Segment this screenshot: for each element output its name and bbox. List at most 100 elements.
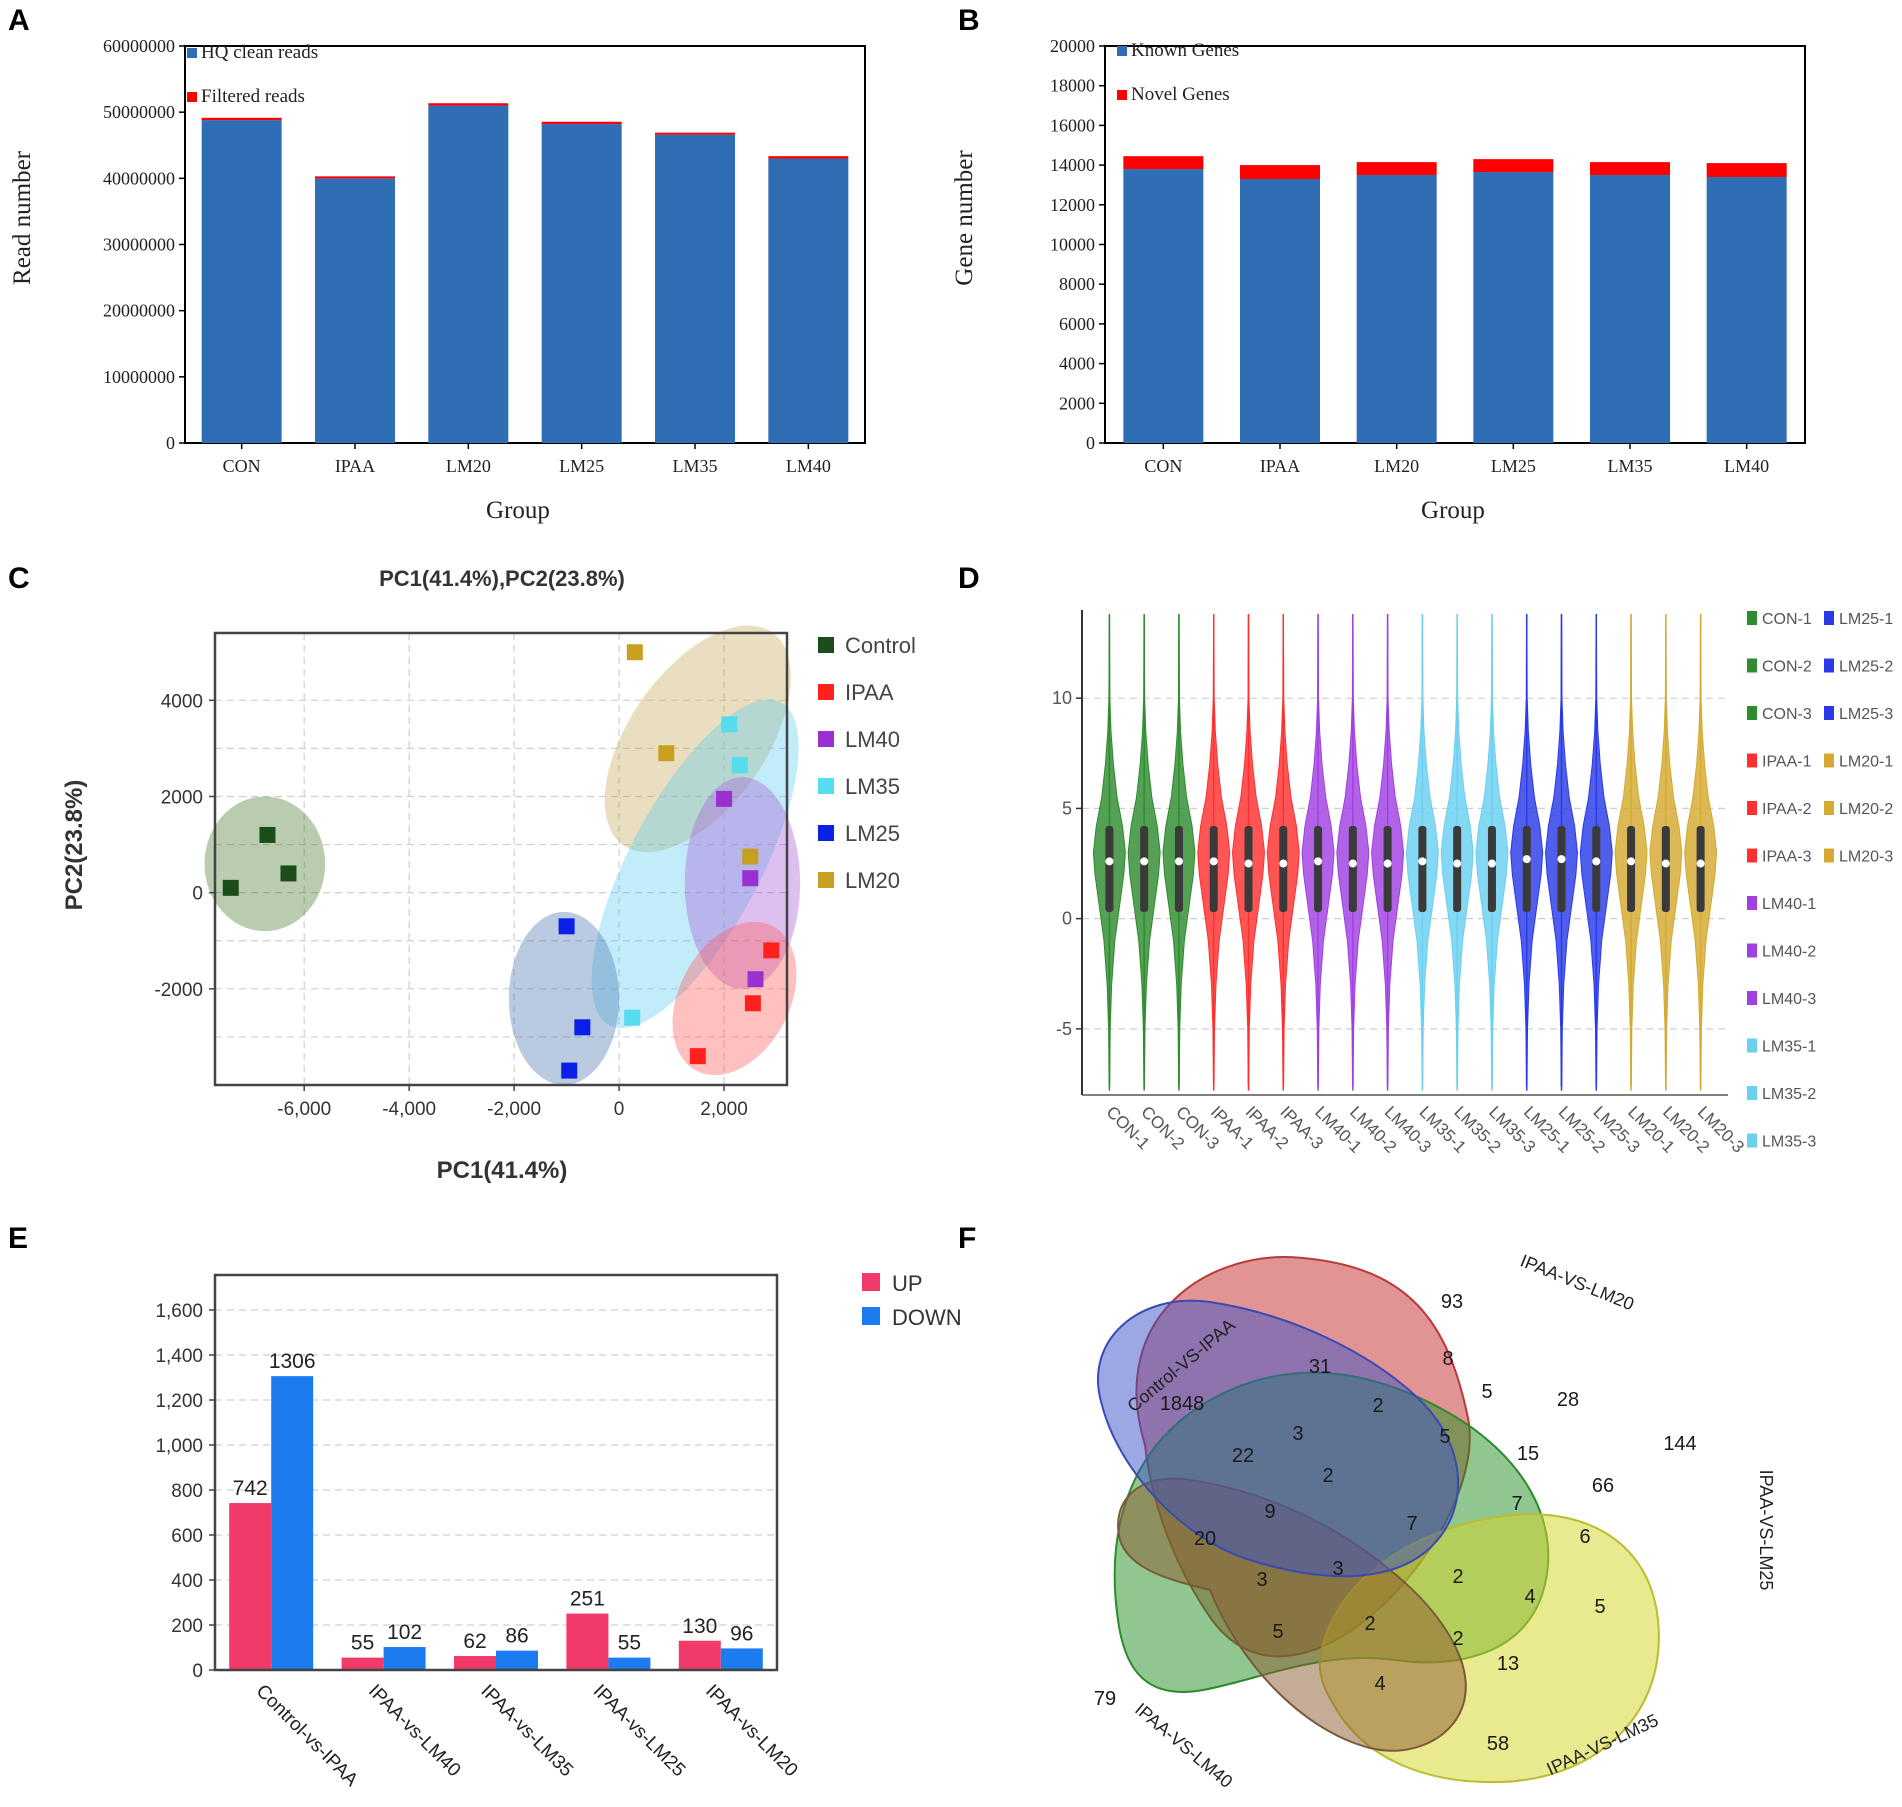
violin-box-ipaa-2 [1244,826,1253,913]
point-lm35 [624,1009,641,1026]
legend-b-novel-swatch [1117,90,1127,100]
violin-median-ipaa-2 [1244,859,1253,868]
legend-e-up-label: UP [892,1271,923,1296]
legend-swatch [1747,753,1757,768]
bar-ipaa-filtered-reads [315,176,395,179]
bar-lm20-novel-genes [1356,162,1437,176]
ellipse-lm25 [508,911,620,1085]
chart-e-bars: 742 1306 Control-vs-IPAA 55 102 IPAA-vs-LM40 6… [229,1350,802,1791]
point-lm25 [558,918,575,935]
venn-count: 6 [1579,1526,1590,1548]
data-label: 102 [387,1621,422,1644]
legend-b-known-label: Known Genes [1131,40,1239,61]
venn-count: 2 [1372,1395,1383,1417]
venn-count: 28 [1557,1389,1579,1411]
legend-label: IPAA-1 [1762,754,1812,771]
panel-letter-f: F [958,1222,976,1255]
panel-d: D CON-1 CON-2 CON-3 IPAA-1 IPAA-2 IPAA-3 LM40-… [958,562,1893,1157]
bar-ipaa-known-genes [1240,178,1320,443]
venn-count: 5 [1272,1621,1283,1643]
point-ipaa [689,1048,706,1065]
ellipse-lm35 [591,699,799,1029]
violin-box-lm25-1 [1522,826,1531,913]
legend-label: IPAA-2 [1762,801,1812,818]
legend-swatch-control [818,637,834,653]
data-label: 251 [570,1588,605,1611]
chart-b-x-ticks: CON IPAA LM20 LM25 LM35 LM40 [1144,443,1769,476]
violin-median-ipaa-1 [1209,857,1218,866]
legend-label-control: Control [845,633,916,658]
bar-lm35-novel-genes [1590,162,1670,176]
venn-count: 144 [1663,1433,1696,1455]
bar-con-novel-genes [1123,156,1204,170]
violin-box-lm40-2 [1348,826,1357,913]
point-control [259,826,276,843]
point-lm40 [716,790,733,807]
bar-con-known-genes [1123,169,1204,443]
y-tick-label: 2000 [1059,393,1095,413]
legend-swatch [1747,1133,1757,1148]
violin-median-lm20-2 [1661,859,1670,868]
x-tick-label: LM25 [1491,456,1536,476]
panel-letter-e: E [8,1222,28,1255]
venn-count: 3 [1292,1423,1303,1445]
violin-box-con-1 [1105,826,1114,913]
y-tick-label: 1,400 [155,1346,203,1367]
bar-lm40-known-genes [1706,177,1787,443]
violin-box-lm20-2 [1661,826,1670,913]
venn-count: 2 [1452,1628,1463,1650]
y-tick-label: 0 [1062,909,1072,929]
x-tick-label: CON [223,456,261,476]
violin-box-lm20-3 [1696,826,1705,913]
bar-down-ipaa-vs-lm40 [383,1647,426,1670]
x-tick-label: LM40 [1724,456,1769,476]
legend-label: LM40-2 [1762,944,1816,961]
violin-median-con-1 [1105,857,1114,866]
legend-label: IPAA-3 [1762,849,1812,866]
legend-e-down-swatch [862,1307,880,1325]
bar-lm40-novel-genes [1706,163,1787,178]
venn-count: 93 [1441,1291,1463,1313]
venn-count: 79 [1094,1688,1116,1710]
legend-swatch [1824,706,1834,720]
x-tick-label: LM25 [559,456,604,476]
y-tick-label: 14000 [1050,155,1095,175]
venn-count: 2 [1364,1613,1375,1635]
venn-label-ipaa-vs-lm25: IPAA-VS-LM25 [1756,1470,1776,1591]
y-tick-label: 400 [171,1571,203,1592]
legend-swatch-ipaa [818,684,834,700]
chart-e-ticks: 0 200 400 600 800 1,000 1,200 1,400 1,600 [155,1301,215,1682]
y-tick-label: 1,600 [155,1301,203,1322]
x-tick-label: Control-vs-IPAA [252,1681,362,1791]
panel-e: E 742 1306 Control-vs-IPAA 55 102 IPAA-vs-LM4… [8,1222,962,1791]
bar-lm35-known-genes [1590,175,1670,443]
legend-swatch [1747,1038,1757,1053]
legend-label: LM35-3 [1762,1134,1816,1151]
data-label: 55 [618,1632,641,1655]
y-tick-label: 60000000 [103,36,175,56]
violin-median-con-2 [1140,857,1149,866]
violin-box-con-3 [1174,826,1183,913]
legend-swatch [1824,801,1834,815]
legend-label: LM35-1 [1762,1039,1816,1056]
ellipse-control [204,796,326,932]
violin-median-lm20-3 [1696,859,1705,868]
legend-label: LM35-2 [1762,1086,1816,1103]
venn-count: 4 [1374,1673,1385,1695]
panel-letter-c: C [8,562,30,595]
chart-c-ticks: -6,000 -4,000 -2,000 0 2,000 4000 2000 0 -2000 [154,691,747,1120]
violin-box-ipaa-1 [1209,826,1218,913]
y-tick-label: 600 [171,1526,203,1547]
venn-label-ipaa-vs-lm40: IPAA-VS-LM40 [1131,1699,1236,1792]
y-tick-label: 18000 [1050,76,1095,96]
point-lm20 [658,745,675,762]
legend-swatch [1747,706,1757,720]
venn-count: 7 [1406,1513,1417,1535]
violin-median-con-3 [1174,857,1183,866]
venn-count: 5 [1481,1381,1492,1403]
chart-c-grid [215,633,787,1085]
bar-up-ipaa-vs-lm25 [566,1613,609,1670]
bar-lm35-hq-clean-reads [655,134,735,443]
y-tick-label: 10000 [1050,235,1095,255]
